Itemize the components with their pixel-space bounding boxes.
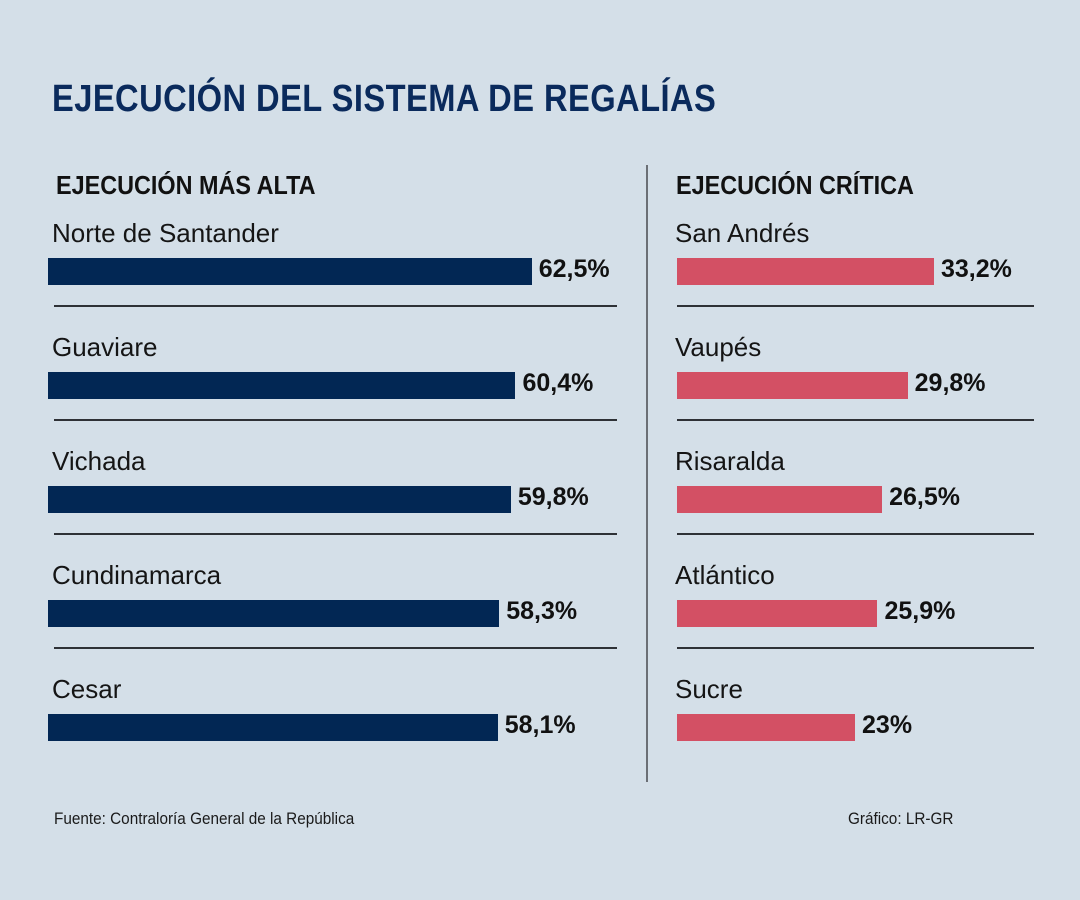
credit-note: Gráfico: LR-GR: [848, 809, 954, 828]
panel-title-critical: EJECUCIÓN CRÍTICA: [676, 170, 914, 200]
row-separator: [54, 419, 617, 421]
value-label: 60,4%: [522, 369, 594, 397]
bar: [677, 486, 883, 513]
bar: [677, 258, 934, 285]
bar: [48, 714, 498, 741]
category-label: Guaviare: [52, 332, 158, 362]
category-label: Atlántico: [675, 560, 775, 590]
source-note: Fuente: Contraloría General de la Repúbl…: [54, 809, 355, 828]
row-separator: [677, 647, 1034, 649]
category-label: Vaupés: [675, 332, 762, 362]
panel-title-highest: EJECUCIÓN MÁS ALTA: [56, 170, 316, 200]
value-label: 59,8%: [517, 483, 589, 511]
bar: [677, 714, 856, 741]
bar: [48, 372, 516, 399]
row-separator: [677, 533, 1034, 535]
category-label: Risaralda: [675, 446, 785, 476]
value-label: 33,2%: [940, 255, 1012, 283]
category-label: Vichada: [52, 446, 146, 476]
category-label: Sucre: [675, 674, 743, 704]
value-label: 29,8%: [914, 369, 986, 397]
bar: [48, 600, 500, 627]
value-label: 26,5%: [889, 483, 960, 511]
value-label: 25,9%: [884, 597, 956, 625]
bar: [677, 372, 908, 399]
chart-title: EJECUCIÓN DEL SISTEMA DE REGALÍAS: [52, 78, 717, 120]
row-separator: [54, 647, 617, 649]
bar: [48, 258, 532, 285]
category-label: San Andrés: [675, 218, 810, 248]
value-label: 58,1%: [504, 711, 576, 739]
category-label: Cundinamarca: [52, 560, 222, 590]
bar: [48, 486, 511, 513]
row-separator: [54, 305, 617, 307]
row-separator: [54, 533, 617, 535]
category-label: Cesar: [52, 674, 122, 704]
bar: [677, 600, 878, 627]
panel-divider: [646, 165, 648, 782]
row-separator: [677, 419, 1034, 421]
value-label: 62,5%: [538, 255, 610, 283]
value-label: 58,3%: [506, 597, 578, 625]
row-separator: [677, 305, 1034, 307]
category-label: Norte de Santander: [52, 218, 279, 248]
value-label: 23%: [862, 711, 913, 739]
